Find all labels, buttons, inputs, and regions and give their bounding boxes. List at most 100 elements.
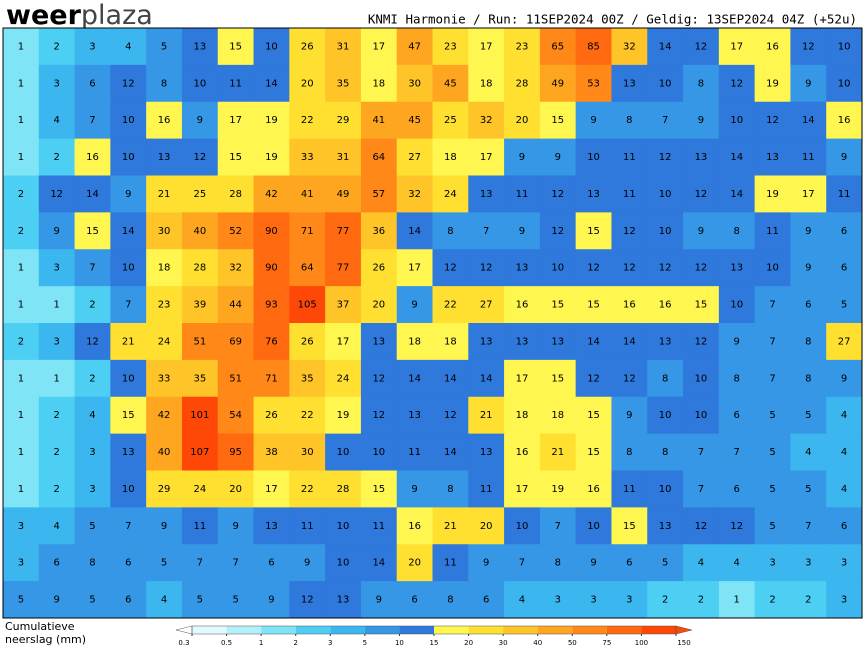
precip-cell (217, 396, 255, 435)
precip-cell (38, 28, 76, 66)
precip-cell (3, 433, 40, 471)
precip-cell (253, 433, 290, 471)
precip-value: 5 (161, 558, 167, 569)
precip-cell (38, 286, 76, 324)
precip-value: 5 (89, 521, 95, 532)
precip-value: 3 (54, 78, 60, 89)
precip-cell (3, 249, 40, 287)
precip-value: 9 (698, 115, 704, 126)
precip-cell (826, 507, 863, 545)
precip-value: 52 (229, 226, 242, 237)
precip-cell (790, 470, 827, 508)
precip-cell (432, 507, 469, 545)
precip-cell (683, 544, 720, 582)
precip-value: 35 (193, 373, 206, 384)
precip-value: 4 (125, 41, 131, 52)
precip-value: 4 (841, 484, 847, 495)
precip-value: 19 (337, 410, 350, 421)
precip-value: 10 (659, 189, 672, 200)
precip-value: 10 (695, 410, 708, 421)
precip-value: 6 (734, 484, 740, 495)
precip-cell (181, 581, 219, 619)
precip-cell (396, 138, 433, 176)
precip-value: 17 (516, 484, 529, 495)
precip-cell (647, 138, 684, 176)
precip-value: 1 (18, 373, 24, 384)
precip-cell (253, 507, 290, 545)
precip-cell (38, 433, 76, 471)
precip-value: 13 (730, 263, 743, 274)
precip-cell (253, 138, 290, 176)
precip-cell (611, 175, 648, 213)
precip-value: 23 (444, 41, 457, 52)
colorbar-segment (503, 626, 538, 634)
precip-cell (3, 507, 40, 545)
precip-cell (539, 212, 577, 250)
precip-cell (110, 286, 147, 324)
precip-value: 15 (86, 226, 99, 237)
precip-value: 2 (662, 595, 668, 606)
precip-cell (575, 544, 612, 582)
precip-value: 5 (197, 595, 203, 606)
precip-value: 9 (125, 189, 131, 200)
precip-value: 16 (408, 521, 421, 532)
precip-cell (790, 212, 827, 250)
precip-cell (38, 101, 76, 140)
precip-cell (647, 286, 684, 324)
precip-cell (38, 249, 76, 287)
legend-title: Cumulatieve (5, 620, 75, 633)
precip-cell (468, 138, 505, 176)
colorbar-label: 40 (533, 639, 542, 647)
precip-value: 29 (158, 484, 171, 495)
precip-value: 3 (54, 336, 60, 347)
precip-value: 18 (516, 410, 529, 421)
precip-cell (325, 286, 362, 324)
precip-cell (74, 359, 111, 398)
precip-cell (360, 396, 398, 435)
precip-cell (504, 175, 541, 213)
precip-value: 3 (89, 484, 95, 495)
precip-value: 21 (480, 410, 493, 421)
precip-cell (146, 507, 183, 545)
precip-value: 11 (408, 447, 421, 458)
precip-value: 33 (158, 373, 171, 384)
precip-cell (396, 286, 433, 324)
precip-value: 10 (122, 115, 135, 126)
precip-cell (468, 286, 505, 324)
precip-cell (826, 249, 863, 287)
precip-value: 29 (337, 115, 350, 126)
precip-value: 10 (587, 521, 600, 532)
precip-value: 10 (337, 521, 350, 532)
precip-cell (468, 64, 505, 103)
precip-cell (74, 101, 111, 140)
precip-cell (647, 101, 684, 140)
precip-cell (325, 28, 362, 66)
precip-value: 17 (516, 373, 529, 384)
precip-cell (146, 175, 183, 213)
precip-value: 12 (86, 336, 99, 347)
precip-cell (396, 249, 433, 287)
precip-value: 12 (551, 226, 564, 237)
precip-value: 28 (193, 263, 206, 274)
precip-value: 41 (301, 189, 314, 200)
precip-cell (289, 28, 326, 66)
precip-value: 9 (232, 521, 238, 532)
precip-cell (539, 323, 577, 361)
precip-cell (396, 64, 433, 103)
precip-cell (396, 470, 433, 508)
precip-value: 3 (805, 558, 811, 569)
precip-value: 18 (480, 78, 493, 89)
precip-cell (647, 249, 684, 287)
precip-value: 12 (730, 521, 743, 532)
precip-value: 17 (480, 152, 493, 163)
precip-cell (647, 396, 684, 435)
precip-cell (289, 323, 326, 361)
colorbar-label: 1 (259, 639, 263, 647)
precip-value: 12 (766, 115, 779, 126)
precip-value: 8 (734, 226, 740, 237)
precip-value: 8 (89, 558, 95, 569)
precip-cell (611, 581, 648, 619)
precip-cell (38, 507, 76, 545)
precip-value: 13 (516, 263, 529, 274)
precip-cell (360, 323, 398, 361)
